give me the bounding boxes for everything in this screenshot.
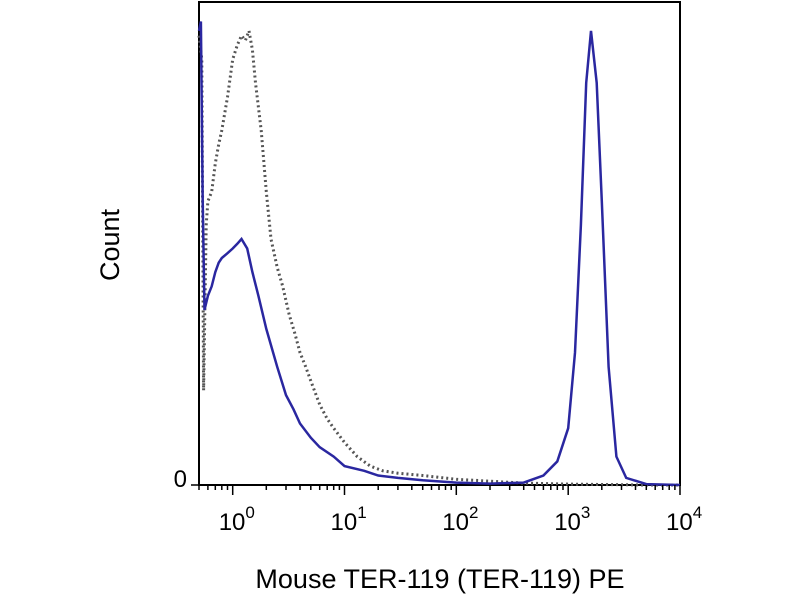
series-layer [197,21,681,487]
series-dotted-line [197,25,680,487]
x-tick-label: 101 [331,503,367,536]
ticks-layer: 100 101 102 103 104 0 [174,466,703,536]
x-tick-label: 104 [666,503,702,536]
series-solid-line [197,21,681,487]
plot-frame [198,1,681,486]
x-tick-label: 100 [219,503,255,536]
x-tick-label: 102 [442,503,478,536]
y-tick-label: 0 [174,466,187,493]
x-tick-label: 103 [554,503,590,536]
y-axis-title: Count [95,208,125,281]
x-axis-title: Mouse TER-119 (TER-119) PE [255,564,624,594]
